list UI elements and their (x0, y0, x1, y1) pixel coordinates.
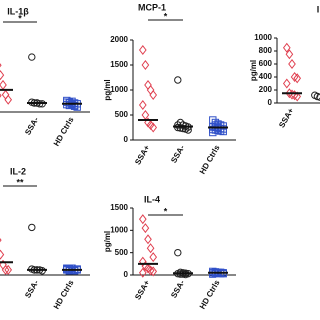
point (141, 59, 150, 71)
y-axis-label: pg/ml (103, 231, 112, 252)
point (285, 88, 294, 99)
point (0, 238, 2, 243)
point (1, 89, 10, 100)
y-tick-label: 1000 (254, 33, 272, 42)
point (149, 122, 158, 133)
point (144, 234, 152, 245)
y-tick-label: 500 (115, 110, 129, 119)
point (146, 84, 155, 96)
significance-label: * (164, 206, 168, 216)
x-tick-label: SSA+ (133, 143, 152, 166)
point (288, 58, 296, 70)
y-tick-label: 1500 (110, 60, 128, 69)
chart-title: I (317, 4, 320, 14)
y-tick-label: 0 (124, 135, 129, 144)
y-tick-label: 1000 (110, 225, 128, 234)
chart-title: IL-4 (144, 194, 160, 204)
point (179, 124, 187, 133)
point (290, 71, 299, 83)
chart-title: IL-2 (10, 166, 26, 176)
point (28, 223, 36, 232)
point (149, 252, 158, 263)
point (0, 70, 5, 81)
x-tick-label: SSA+ (277, 106, 296, 129)
point (138, 99, 147, 111)
x-tick-label: HD Ctrls (52, 115, 76, 148)
point (293, 91, 302, 102)
point (4, 94, 13, 105)
point (0, 93, 2, 98)
y-tick-label: 1000 (110, 85, 128, 94)
point (0, 79, 7, 90)
point (282, 42, 291, 53)
y-tick-label: 0 (124, 270, 129, 279)
point (1, 264, 10, 275)
point (4, 264, 13, 275)
point (209, 128, 217, 137)
chart-title: IL-1β (7, 6, 29, 16)
significance-label: * (164, 11, 168, 21)
significance-label: * (18, 13, 22, 23)
point (0, 249, 5, 260)
point (293, 73, 302, 84)
x-tick-label: HD Ctrls (198, 278, 222, 311)
x-tick-label: SSA- (23, 115, 41, 136)
point (65, 101, 74, 110)
y-tick-label: 200 (259, 85, 273, 94)
point (174, 76, 182, 84)
x-tick-label: SSA- (23, 278, 41, 299)
x-tick-label: SSA+ (133, 278, 152, 301)
significance-label: ** (16, 177, 24, 187)
point (149, 89, 158, 101)
point (146, 243, 155, 254)
y-tick-label: 600 (259, 59, 273, 68)
y-tick-label: 800 (259, 46, 273, 55)
y-tick-label: 400 (259, 72, 273, 81)
y-axis-label: pg/ml (249, 60, 258, 81)
point (0, 63, 2, 68)
point (138, 267, 147, 278)
point (141, 223, 150, 234)
point (174, 121, 182, 129)
point (146, 265, 155, 276)
point (138, 214, 147, 225)
point (174, 248, 182, 257)
y-tick-label: 500 (115, 248, 129, 257)
point (68, 264, 76, 272)
point (149, 266, 158, 277)
x-tick-label: HD Ctrls (198, 143, 222, 176)
y-tick-label: 2000 (110, 35, 128, 44)
x-tick-label: HD Ctrls (52, 278, 76, 311)
point (285, 49, 294, 60)
y-tick-label: 1500 (110, 203, 128, 212)
x-tick-label: SSA- (169, 143, 187, 164)
point (141, 109, 150, 121)
point (181, 270, 190, 279)
point (138, 44, 147, 56)
y-axis-label: pg/ml (103, 79, 112, 100)
chart-title: MCP-1 (138, 2, 166, 12)
point (144, 79, 152, 91)
y-tick-label: 0 (268, 98, 273, 107)
point (282, 78, 291, 89)
point (209, 116, 217, 124)
x-tick-label: SSA- (169, 278, 187, 299)
point (28, 53, 36, 61)
point (209, 270, 217, 278)
